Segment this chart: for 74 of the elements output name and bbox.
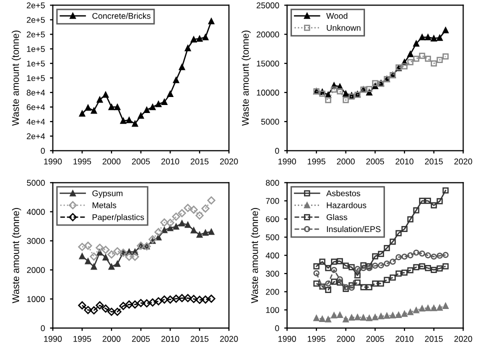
y-tick-label: 1e+5 xyxy=(27,60,45,67)
y-tick-label: 1000 xyxy=(27,296,45,302)
y-tick-label: 0 xyxy=(40,148,45,154)
x-tick-label: 2020 xyxy=(454,158,472,164)
x-tick-label: 2000 xyxy=(336,158,355,164)
x-tick-label: 2005 xyxy=(132,158,150,164)
x-tick-label: 2015 xyxy=(424,336,443,342)
legend-label: Gypsum xyxy=(92,190,122,198)
x-tick-label: 2010 xyxy=(396,336,414,342)
x-tick-label: 2005 xyxy=(132,336,150,342)
x-tick-label: 1995 xyxy=(308,336,326,342)
y-tick-label: 2e+4 xyxy=(26,133,45,140)
x-tick-label: 2005 xyxy=(366,336,384,342)
legend-label: Insulation/EPS xyxy=(327,226,381,232)
legend-label: Concrete/Bricks xyxy=(92,12,150,19)
y-tick-label: 2e+5 xyxy=(26,32,45,38)
y-tick-label: 5000 xyxy=(261,118,280,125)
y-axis-title: Waste amount (tonne) xyxy=(250,208,260,304)
y-tick-label: 0 xyxy=(275,325,280,332)
x-tick-label: 1990 xyxy=(44,336,62,342)
x-tick-label: 1995 xyxy=(74,336,92,342)
x-tick-label: 1990 xyxy=(44,158,62,164)
y-tick-label: 400 xyxy=(266,252,280,258)
x-tick-label: 2010 xyxy=(161,336,180,342)
y-tick-label: 500 xyxy=(266,234,280,240)
x-tick-label: 1990 xyxy=(278,336,296,342)
y-tick-label: 200 xyxy=(266,288,280,295)
legend-label: Asbestos xyxy=(326,190,360,196)
y-tick-label: 0 xyxy=(40,325,45,332)
y-tick-label: 3000 xyxy=(26,238,45,244)
y-tick-label: 2000 xyxy=(27,267,45,273)
x-tick-label: 2015 xyxy=(424,158,443,164)
y-tick-label: 6e+4 xyxy=(26,104,45,110)
y-tick-label: 600 xyxy=(266,216,280,222)
legend-label: Glass xyxy=(326,214,348,220)
x-tick-label: 2000 xyxy=(336,336,355,342)
y-axis-title: Waste amount (tonne) xyxy=(242,30,251,126)
y-tick-label: 100 xyxy=(266,307,280,313)
x-tick-label: 1990 xyxy=(278,158,296,164)
x-tick-label: 2005 xyxy=(366,158,384,164)
x-tick-label: 2020 xyxy=(220,336,238,342)
y-tick-label: 700 xyxy=(266,198,280,204)
y-tick-label: 20000 xyxy=(256,32,280,38)
y-tick-label: 25000 xyxy=(256,2,280,8)
x-tick-label: 2020 xyxy=(454,336,472,342)
y-tick-label: 300 xyxy=(266,270,280,277)
x-tick-label: 1995 xyxy=(74,158,92,164)
x-tick-label: 2000 xyxy=(102,158,120,164)
x-tick-label: 2000 xyxy=(102,336,120,342)
legend-label: Hazardous xyxy=(326,202,366,208)
y-tick-label: 4000 xyxy=(26,208,45,215)
y-tick-label: 2e+5 xyxy=(26,2,45,8)
y-tick-label: 1e+5 xyxy=(27,75,45,82)
y-tick-label: 1e+5 xyxy=(27,46,45,52)
y-tick-label: 8e+4 xyxy=(26,90,45,96)
legend-label: Wood xyxy=(326,12,348,19)
legend-label: Unknown xyxy=(326,24,360,31)
y-tick-label: 800 xyxy=(266,180,280,186)
x-tick-label: 2015 xyxy=(190,158,208,164)
y-axis-title: Waste amount (tonne) xyxy=(12,208,22,304)
x-tick-label: 2010 xyxy=(396,158,414,164)
y-tick-label: 2e+5 xyxy=(26,16,45,23)
x-tick-label: 2020 xyxy=(220,158,238,164)
y-tick-label: 5000 xyxy=(26,180,45,186)
y-tick-label: 0 xyxy=(275,148,280,154)
x-tick-label: 2015 xyxy=(190,336,208,342)
y-tick-label: 10000 xyxy=(256,90,280,96)
x-tick-label: 1995 xyxy=(308,158,326,164)
legend-label: Paper/plastics xyxy=(92,214,144,222)
x-tick-label: 2010 xyxy=(161,158,180,164)
y-axis-title: Waste amount (tonne) xyxy=(12,30,21,126)
y-tick-label: 4e+4 xyxy=(26,118,45,125)
legend-label: Metals xyxy=(92,202,116,208)
y-tick-label: 15000 xyxy=(256,60,280,67)
